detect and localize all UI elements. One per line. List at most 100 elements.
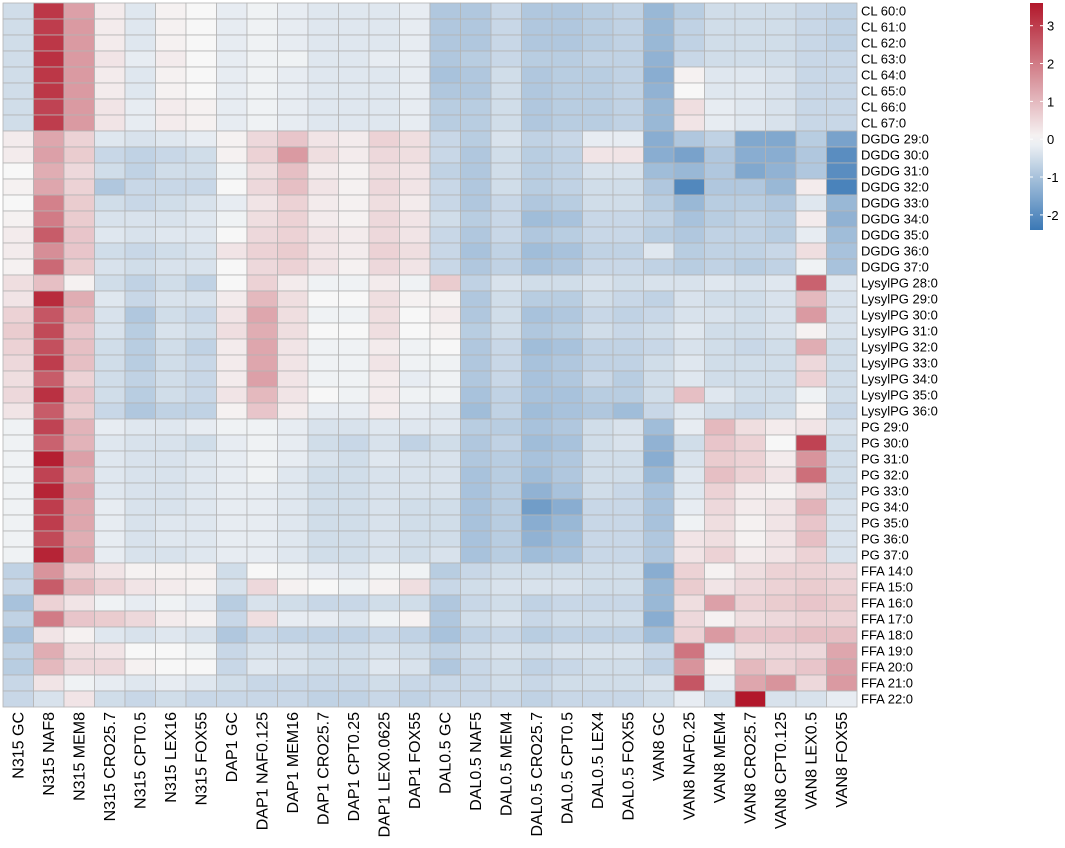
heatmap-cell xyxy=(795,642,827,660)
heatmap-cell xyxy=(826,146,858,164)
heatmap-cell xyxy=(94,178,126,196)
heatmap-cell xyxy=(63,530,95,548)
heatmap-cell xyxy=(765,562,797,580)
heatmap-cell xyxy=(521,322,553,340)
heatmap-cell xyxy=(185,34,217,52)
heatmap-cell xyxy=(460,290,492,308)
heatmap-cell xyxy=(338,178,370,196)
heatmap-cell xyxy=(490,34,522,52)
heatmap-cell xyxy=(673,210,705,228)
heatmap-cell xyxy=(521,370,553,388)
heatmap-cell xyxy=(33,658,65,676)
heatmap-cell xyxy=(399,578,431,596)
heatmap-cell xyxy=(368,578,400,596)
column-label: N315 MEM8 xyxy=(71,712,88,801)
row-label: FFA 18:0 xyxy=(861,628,913,643)
colorbar-tick-label: -2 xyxy=(1047,208,1059,223)
heatmap-cell xyxy=(765,226,797,244)
heatmap-cell xyxy=(826,610,858,628)
heatmap-cell xyxy=(399,514,431,532)
heatmap-cell xyxy=(734,178,766,196)
heatmap-cell xyxy=(582,370,614,388)
heatmap-cell xyxy=(338,466,370,484)
heatmap-cell xyxy=(551,402,583,420)
heatmap-cell xyxy=(246,434,278,452)
heatmap-cell xyxy=(185,338,217,356)
heatmap-cell xyxy=(338,626,370,644)
heatmap-cell xyxy=(612,130,644,148)
heatmap-cell xyxy=(185,194,217,212)
heatmap-cell xyxy=(216,66,248,84)
heatmap-cell xyxy=(33,530,65,548)
heatmap-cell xyxy=(124,178,156,196)
heatmap-cell xyxy=(185,642,217,660)
heatmap-cell xyxy=(490,322,522,340)
heatmap-cell xyxy=(734,674,766,692)
heatmap-cell xyxy=(429,642,461,660)
heatmap-cell xyxy=(63,210,95,228)
heatmap-cell xyxy=(2,194,34,212)
heatmap-cell xyxy=(704,562,736,580)
heatmap-cell xyxy=(582,178,614,196)
heatmap-cell xyxy=(429,210,461,228)
heatmap-cell xyxy=(765,306,797,324)
heatmap-cell xyxy=(2,50,34,68)
heatmap-cell xyxy=(795,130,827,148)
heatmap-cell xyxy=(216,194,248,212)
row-label: FFA 17:0 xyxy=(861,612,913,627)
heatmap-cell xyxy=(551,82,583,100)
heatmap-cell xyxy=(155,498,187,516)
heatmap-cell xyxy=(246,354,278,372)
column-label: DAP1 LEX0.0625 xyxy=(376,712,393,838)
heatmap-cell xyxy=(185,82,217,100)
heatmap-cell xyxy=(704,162,736,180)
heatmap-cell xyxy=(673,146,705,164)
heatmap-cell xyxy=(246,18,278,36)
heatmap-cell xyxy=(643,306,675,324)
heatmap-cell xyxy=(734,482,766,500)
heatmap-cell xyxy=(795,2,827,20)
column-label: VAN8 FOX55 xyxy=(834,712,851,808)
heatmap-cell xyxy=(734,610,766,628)
heatmap-cell xyxy=(307,194,339,212)
column-label: N315 NAF8 xyxy=(41,712,58,796)
heatmap-cell xyxy=(33,690,65,708)
heatmap-cell xyxy=(582,594,614,612)
heatmap-cell xyxy=(307,146,339,164)
heatmap-cell xyxy=(246,658,278,676)
heatmap-cell xyxy=(155,290,187,308)
heatmap-cell xyxy=(94,514,126,532)
heatmap-cell xyxy=(216,514,248,532)
heatmap-cell xyxy=(216,50,248,68)
heatmap-cell xyxy=(612,50,644,68)
heatmap-cell xyxy=(460,18,492,36)
heatmap-cell xyxy=(643,194,675,212)
heatmap-cell xyxy=(795,482,827,500)
heatmap-cell xyxy=(246,306,278,324)
heatmap-cell xyxy=(94,466,126,484)
heatmap-cell xyxy=(399,546,431,564)
heatmap-cell xyxy=(673,66,705,84)
heatmap-cell xyxy=(124,306,156,324)
heatmap-cell xyxy=(673,530,705,548)
column-label: VAN8 CPT0.125 xyxy=(773,712,790,829)
heatmap-cell xyxy=(338,2,370,20)
heatmap-cell xyxy=(399,418,431,436)
heatmap-cell xyxy=(338,18,370,36)
heatmap-cell xyxy=(338,322,370,340)
heatmap-cell xyxy=(826,578,858,596)
heatmap-cell xyxy=(612,514,644,532)
heatmap-cell xyxy=(795,386,827,404)
heatmap-cell xyxy=(612,2,644,20)
heatmap-cell xyxy=(155,610,187,628)
heatmap-cell xyxy=(307,66,339,84)
heatmap-cell xyxy=(490,386,522,404)
column-label: DAP1 NAF0.125 xyxy=(254,712,271,830)
heatmap-cell xyxy=(734,210,766,228)
heatmap-cell xyxy=(521,626,553,644)
heatmap-cell xyxy=(429,514,461,532)
heatmap-cell xyxy=(704,290,736,308)
column-label: VAN8 GC xyxy=(651,712,668,781)
row-label: CL 63:0 xyxy=(861,52,906,67)
row-label: FFA 21:0 xyxy=(861,676,913,691)
